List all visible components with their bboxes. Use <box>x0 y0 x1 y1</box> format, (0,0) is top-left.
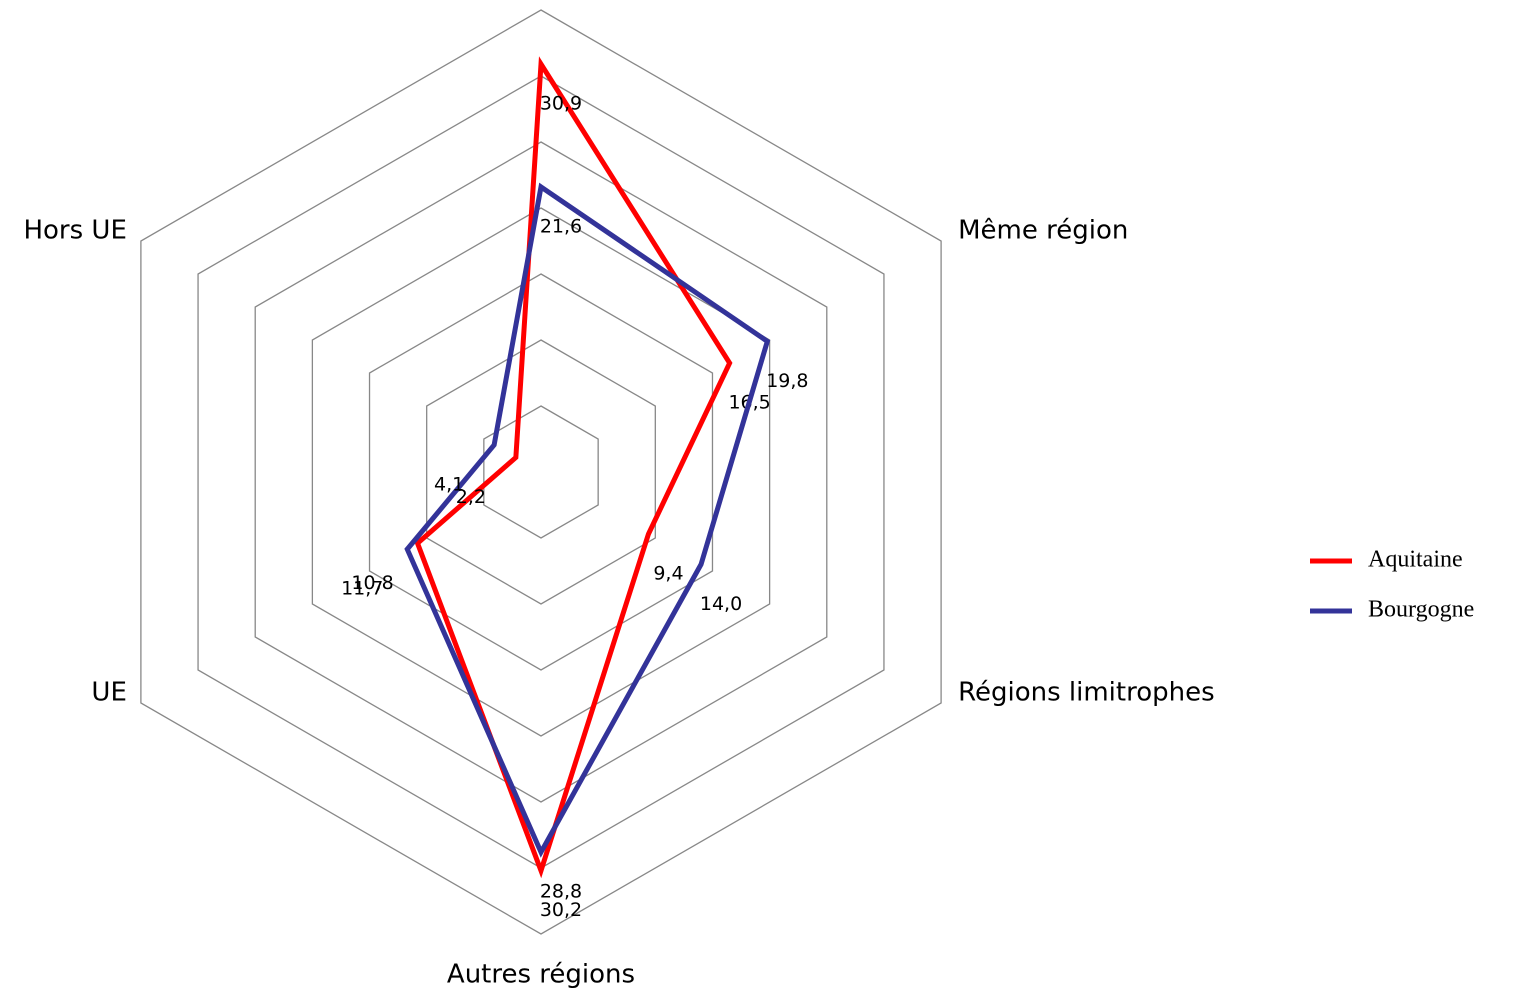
value-label: 2,2 <box>456 486 486 508</box>
value-label: 28,8 <box>540 881 582 903</box>
legend-label: Aquitaine <box>1368 547 1463 573</box>
category-label: Hors UE <box>23 216 126 246</box>
grid-ring <box>254 141 828 803</box>
value-label: 30,2 <box>540 899 582 921</box>
category-label: Même région <box>958 216 1128 246</box>
value-label: 4,1 <box>434 473 464 495</box>
category-label: Régions limitrophes <box>958 678 1215 708</box>
value-label: 21,6 <box>540 215 582 237</box>
grid-ring <box>140 9 942 935</box>
value-label: 11,7 <box>341 578 383 600</box>
value-label: 14,0 <box>700 593 742 615</box>
value-label: 19,8 <box>766 370 808 392</box>
value-label: 10,8 <box>351 572 393 594</box>
series-line <box>404 182 771 858</box>
category-label: Autres régions <box>447 960 635 990</box>
category-label: UE <box>91 678 126 708</box>
grid-ring <box>483 405 599 539</box>
series-line <box>414 56 733 879</box>
grid-ring <box>426 339 656 605</box>
grid-ring <box>368 273 714 671</box>
value-label: 30,9 <box>540 93 582 115</box>
grid-ring <box>311 207 771 737</box>
value-label: 9,4 <box>653 563 683 585</box>
legend-label: Bourgogne <box>1368 597 1474 623</box>
